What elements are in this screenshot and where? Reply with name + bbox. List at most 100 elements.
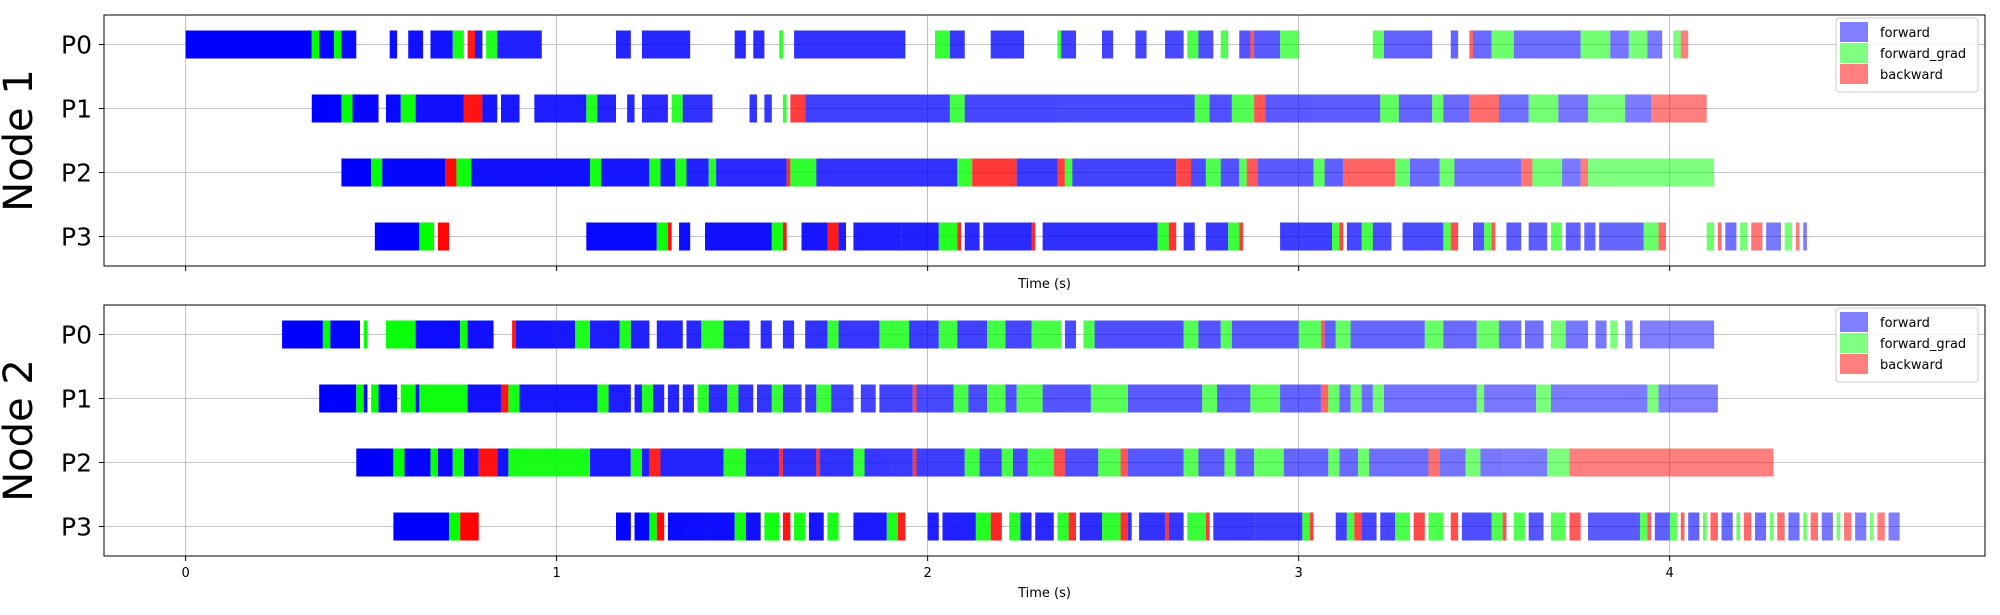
task-bar — [1380, 94, 1399, 123]
task-bar — [1628, 30, 1648, 59]
task-bar — [1491, 512, 1503, 541]
task-bar — [782, 94, 787, 123]
chart-panel-1: P0 P1 P2 P3 Node 1 Time (s) forward forward_gra… — [0, 14, 1986, 292]
task-bar — [853, 512, 887, 541]
task-bar — [449, 512, 461, 541]
task-bar — [1239, 158, 1247, 187]
task-bar — [749, 94, 757, 123]
task-bar — [534, 94, 587, 123]
task-bar — [649, 448, 661, 477]
task-bar — [597, 94, 616, 123]
task-bar — [816, 384, 832, 413]
task-bar — [1053, 448, 1065, 477]
task-bar — [475, 30, 483, 59]
y-tick-label: P0 — [61, 320, 92, 349]
task-bar — [1346, 222, 1362, 251]
task-bar — [460, 320, 468, 349]
task-bar — [1528, 94, 1559, 123]
task-bar — [1413, 512, 1425, 541]
task-bar — [1005, 320, 1032, 349]
task-bar — [1550, 320, 1566, 349]
task-bar — [653, 384, 665, 413]
task-bar — [1658, 384, 1718, 413]
task-bar — [972, 158, 1017, 187]
task-bar — [667, 384, 680, 413]
task-bar — [1409, 158, 1440, 187]
task-bar — [805, 384, 817, 413]
task-bar — [1673, 30, 1681, 59]
task-bar — [1784, 222, 1793, 251]
task-bar — [1346, 512, 1355, 541]
task-bar — [1191, 158, 1206, 187]
task-bar — [467, 384, 501, 413]
task-bar — [1228, 222, 1240, 251]
task-bar — [1198, 30, 1214, 59]
task-bar — [1461, 512, 1492, 541]
task-bar — [1710, 512, 1718, 541]
task-bar — [1473, 30, 1492, 59]
task-bar — [1157, 222, 1169, 251]
task-bar — [1450, 512, 1459, 541]
task-bar — [656, 320, 683, 349]
task-bar — [1064, 158, 1073, 187]
task-bar — [1372, 30, 1384, 59]
task-bar — [1309, 512, 1314, 541]
task-bar — [953, 384, 969, 413]
task-bar — [1721, 512, 1733, 541]
task-bar — [590, 448, 631, 477]
task-bar — [1450, 30, 1459, 59]
task-bar — [389, 30, 398, 59]
task-bar — [1484, 384, 1537, 413]
task-bar — [1855, 512, 1867, 541]
task-bar — [556, 320, 576, 349]
task-bar — [1476, 320, 1499, 349]
task-bar — [1031, 320, 1062, 349]
task-bar — [771, 384, 783, 413]
task-bar — [586, 94, 598, 123]
task-bar — [734, 512, 746, 541]
task-bar — [385, 94, 401, 123]
task-bar — [1513, 512, 1525, 541]
task-bar — [1688, 512, 1700, 541]
task-bar — [597, 384, 609, 413]
task-bar — [641, 94, 668, 123]
task-bar — [1217, 384, 1251, 413]
task-bar — [1647, 30, 1663, 59]
task-bar — [419, 384, 468, 413]
task-bar — [1328, 448, 1340, 477]
task-bar — [471, 158, 591, 187]
task-bar — [1254, 30, 1281, 59]
task-bar — [1491, 30, 1514, 59]
task-bar — [667, 512, 687, 541]
task-bar — [957, 320, 987, 349]
task-bar — [1098, 448, 1121, 477]
legend: forward forward_grad backward — [1835, 307, 1979, 383]
task-bar — [1254, 512, 1303, 541]
task-bar — [356, 384, 364, 413]
task-bar — [393, 512, 450, 541]
legend-label: forward_grad — [1880, 47, 1966, 62]
task-bar — [705, 222, 772, 251]
task-bar — [779, 448, 783, 477]
task-bar — [1550, 512, 1566, 541]
task-bar — [909, 320, 939, 349]
task-bar — [363, 320, 368, 349]
task-bar — [1736, 512, 1741, 541]
task-bar — [1064, 320, 1077, 349]
task-bar — [1502, 448, 1548, 477]
task-bar — [430, 30, 453, 59]
y-tick-label: P2 — [61, 159, 92, 188]
task-bar — [1176, 158, 1192, 187]
task-bar — [1480, 448, 1503, 477]
task-bar — [1439, 448, 1466, 477]
task-bar — [1588, 158, 1715, 187]
task-bar — [1680, 512, 1685, 541]
task-bar — [1068, 512, 1077, 541]
task-bar — [1395, 158, 1410, 187]
task-bar — [671, 94, 683, 123]
task-bar — [816, 448, 821, 477]
task-bar — [608, 384, 631, 413]
task-bar — [1339, 222, 1344, 251]
